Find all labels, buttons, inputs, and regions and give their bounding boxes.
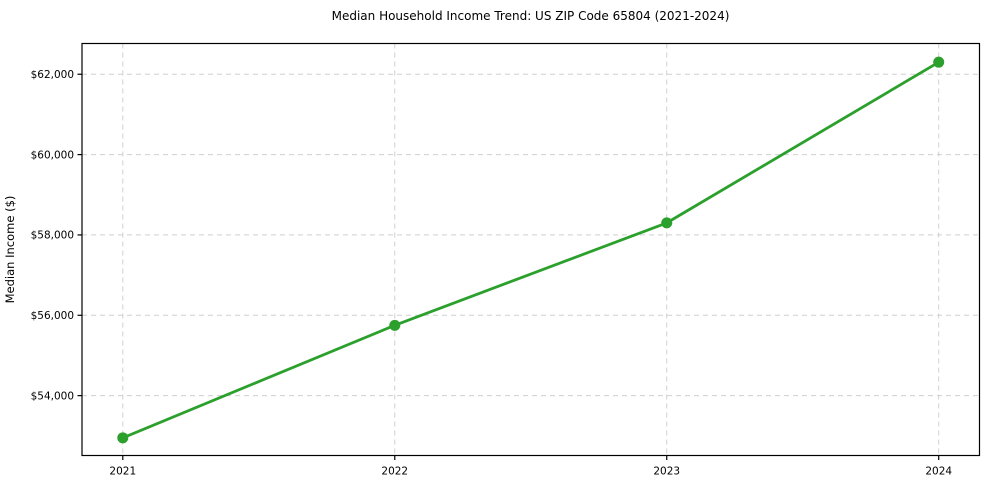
y-tick-label: $62,000	[31, 69, 74, 81]
tick-layer: $54,000 $56,000 $58,000 $60,000 $62,000 2021 2…	[31, 69, 953, 478]
data-point	[117, 432, 129, 444]
x-tick-label: 2021	[109, 466, 136, 478]
chart-title: Median Household Income Trend: US ZIP Co…	[332, 9, 730, 23]
y-tick-label: $54,000	[31, 390, 74, 402]
grid-layer	[82, 43, 980, 456]
y-tick-label: $56,000	[31, 310, 74, 322]
plot-border	[81, 42, 981, 457]
y-axis-label: Median Income ($)	[3, 196, 17, 304]
spine-layer	[81, 42, 981, 457]
data-point	[389, 319, 401, 331]
x-tick-label: 2023	[653, 466, 680, 478]
x-tick-label: 2024	[925, 466, 952, 478]
series-layer	[117, 56, 945, 444]
y-tick-label: $58,000	[31, 230, 74, 242]
y-tick-label: $60,000	[31, 149, 74, 161]
x-tick-label: 2022	[381, 466, 408, 478]
data-point	[933, 56, 945, 68]
trend-line	[121, 60, 941, 440]
data-point	[661, 217, 673, 229]
